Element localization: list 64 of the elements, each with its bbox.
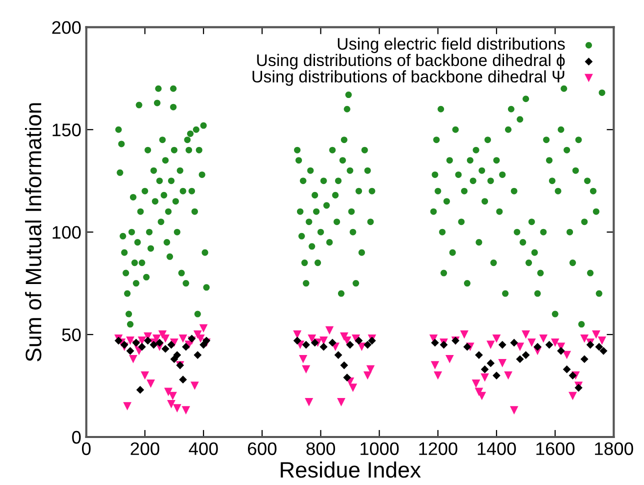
point	[161, 344, 170, 353]
point	[480, 365, 489, 374]
legend-label: Using distributions of backbone dihedral Ψ	[252, 70, 564, 86]
point	[463, 342, 472, 351]
point	[557, 346, 565, 355]
point	[167, 340, 176, 349]
point	[516, 355, 524, 364]
point	[580, 355, 588, 364]
x-tick-label: 600	[248, 442, 276, 456]
point	[179, 376, 187, 384]
point	[534, 342, 542, 351]
point	[522, 351, 530, 359]
y-axis-title: Sum of Mutual Information	[25, 103, 42, 362]
x-tick-label: 1800	[595, 442, 634, 456]
point	[182, 342, 190, 351]
x-tick-label: 1000	[360, 442, 399, 456]
legend-label: Using electric field distributions	[338, 38, 565, 54]
point	[492, 372, 500, 380]
point	[310, 338, 319, 347]
y-tick-label: 200	[52, 21, 81, 34]
point	[156, 338, 164, 347]
point	[475, 351, 483, 359]
point	[136, 386, 144, 394]
point	[334, 351, 342, 359]
x-tick-label: 0	[82, 442, 91, 456]
x-tick-label: 1400	[478, 442, 516, 456]
y-tick-label: 100	[52, 226, 81, 239]
point	[498, 340, 506, 349]
point	[114, 336, 122, 345]
point	[343, 374, 352, 382]
point	[431, 338, 439, 347]
point	[328, 338, 336, 347]
point	[600, 346, 608, 355]
point	[126, 346, 134, 355]
point	[194, 351, 202, 359]
point	[302, 340, 310, 349]
point	[200, 340, 208, 349]
point	[320, 342, 328, 351]
y-tick-label: 0	[72, 430, 81, 444]
point	[510, 338, 518, 347]
point	[368, 336, 376, 345]
point	[595, 342, 604, 351]
point	[138, 342, 146, 351]
y-tick-label: 150	[52, 124, 81, 136]
x-tick-label: 400	[188, 442, 218, 456]
legend-label: Using distributions of backbone dihedral ϕ	[257, 54, 565, 70]
point	[144, 336, 152, 345]
point	[173, 351, 182, 359]
x-tick-label: 1600	[536, 442, 575, 456]
point	[340, 361, 348, 370]
x-tick-label: 200	[130, 442, 160, 456]
y-tick-label: 50	[62, 328, 81, 342]
point	[562, 365, 571, 374]
point	[170, 355, 178, 364]
point	[354, 336, 363, 345]
x-tick-label: 1200	[419, 442, 458, 456]
point	[346, 340, 354, 349]
point	[568, 372, 577, 380]
point	[545, 340, 554, 349]
x-axis-title: Residue Index	[280, 461, 421, 478]
point	[486, 359, 495, 368]
x-tick-label: 800	[306, 442, 336, 456]
point	[293, 336, 302, 345]
point	[364, 340, 372, 349]
